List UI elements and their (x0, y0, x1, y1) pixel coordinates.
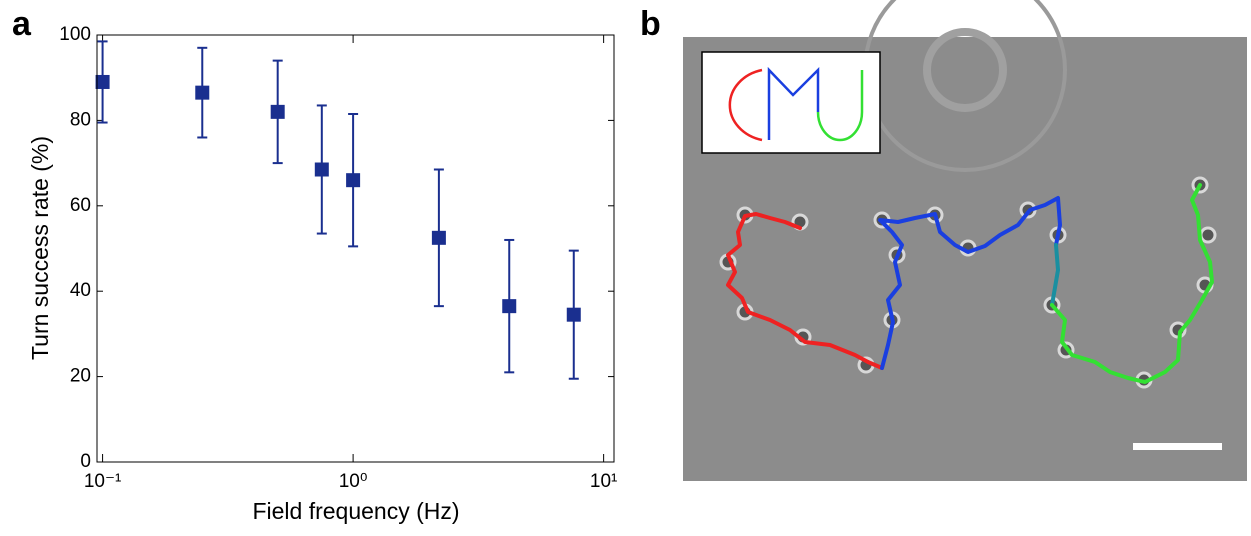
marker (346, 173, 361, 188)
marker (270, 104, 285, 119)
panel-label: a (12, 5, 32, 43)
micrograph (683, 0, 1247, 481)
marker (502, 299, 517, 314)
x-tick-label: 10⁰ (339, 471, 368, 492)
x-axis-label: Field frequency (Hz) (252, 498, 459, 524)
marker (431, 230, 446, 245)
y-tick-label: 40 (70, 280, 91, 301)
x-tick-label: 10¹ (590, 471, 617, 492)
marker (314, 162, 329, 177)
tracks (726, 183, 1214, 384)
y-tick-label: 0 (80, 451, 91, 472)
inset (701, 51, 881, 154)
scale-bar (1133, 443, 1222, 450)
x-tick-label: 10⁻¹ (84, 471, 122, 492)
y-tick-label: 60 (70, 195, 91, 216)
marker (95, 74, 110, 89)
marker (566, 307, 581, 322)
y-axis-label: Turn success rate (%) (27, 136, 53, 360)
panel-label: b (640, 5, 661, 43)
plot-frame (96, 34, 615, 463)
y-tick-label: 100 (59, 24, 91, 45)
plot-area: 0 20 40 60 80 100 10⁻¹ 10⁰ 10¹ (59, 24, 617, 492)
y-tick-label: 80 (70, 109, 91, 130)
artifact-ring (923, 28, 1007, 112)
marker (195, 85, 210, 100)
y-tick-label: 20 (70, 366, 91, 387)
